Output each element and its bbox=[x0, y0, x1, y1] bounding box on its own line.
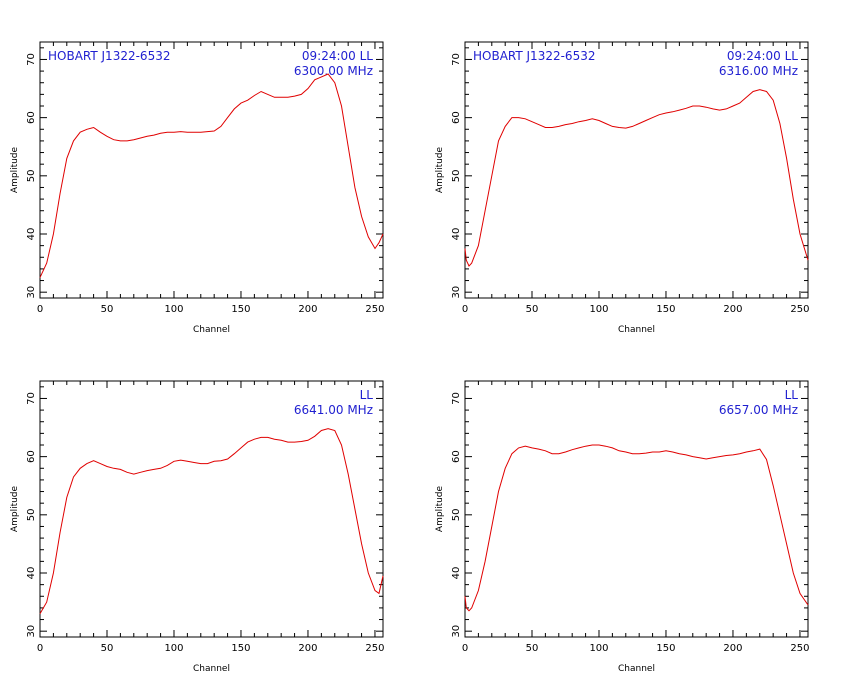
x-tick-label: 100 bbox=[589, 304, 608, 315]
plot-frame bbox=[464, 380, 809, 638]
y-tick-label: 30 bbox=[26, 286, 37, 299]
x-tick-label: 250 bbox=[365, 643, 384, 654]
y-tick-label: 70 bbox=[451, 392, 462, 405]
amplitude-series-line bbox=[39, 73, 384, 278]
plot-frame bbox=[39, 380, 384, 638]
y-axis-title: Amplitude bbox=[10, 485, 20, 532]
y-tick-label: 40 bbox=[451, 228, 462, 241]
y-tick-label: 50 bbox=[26, 508, 37, 521]
x-tick-label: 150 bbox=[231, 304, 250, 315]
y-axis-title: Amplitude bbox=[435, 146, 445, 193]
frequency-annotation: 6657.00 MHz bbox=[719, 403, 798, 417]
x-tick-label: 100 bbox=[164, 643, 183, 654]
x-tick-label: 0 bbox=[462, 643, 468, 654]
y-tick-label: 60 bbox=[451, 111, 462, 124]
chart-panel-1: 0 50 100 150 200 250 30 40 50 60 70 Channel Amplitud… bbox=[10, 41, 385, 335]
y-tick-label: 60 bbox=[451, 450, 462, 463]
x-tick-label: 0 bbox=[37, 643, 43, 654]
x-tick-label: 200 bbox=[723, 304, 742, 315]
x-tick-label: 100 bbox=[589, 643, 608, 654]
y-tick-label: 70 bbox=[26, 392, 37, 405]
time-polarization-annotation: 09:24:00 LL bbox=[727, 49, 798, 63]
y-tick-label: 30 bbox=[451, 286, 462, 299]
time-polarization-annotation: 09:24:00 LL bbox=[302, 49, 373, 63]
x-tick-label: 150 bbox=[656, 643, 675, 654]
source-annotation: HOBART J1322-6532 bbox=[473, 49, 595, 63]
y-tick-label: 40 bbox=[26, 228, 37, 241]
x-axis-title: Channel bbox=[618, 664, 655, 674]
amplitude-series-line bbox=[464, 89, 809, 267]
x-tick-label: 50 bbox=[101, 643, 114, 654]
y-tick-label: 50 bbox=[451, 169, 462, 182]
amplitude-series-line bbox=[464, 444, 809, 612]
x-tick-label: 150 bbox=[656, 304, 675, 315]
y-axis-title: Amplitude bbox=[435, 485, 445, 532]
frequency-annotation: 6300.00 MHz bbox=[294, 64, 373, 78]
x-tick-label: 50 bbox=[101, 304, 114, 315]
x-axis-title: Channel bbox=[618, 325, 655, 335]
chart-panel-2: 0 50 100 150 200 250 30 40 50 60 70 Channel Amplitud… bbox=[435, 41, 810, 335]
y-tick-label: 50 bbox=[451, 508, 462, 521]
plot-frame bbox=[39, 41, 384, 299]
x-tick-label: 200 bbox=[723, 643, 742, 654]
y-tick-label: 60 bbox=[26, 450, 37, 463]
x-tick-label: 0 bbox=[37, 304, 43, 315]
amplitude-series-line bbox=[39, 428, 384, 614]
frequency-annotation: 6641.00 MHz bbox=[294, 403, 373, 417]
x-tick-label: 50 bbox=[526, 304, 539, 315]
x-tick-label: 200 bbox=[298, 304, 317, 315]
y-tick-label: 70 bbox=[26, 53, 37, 66]
time-polarization-annotation: LL bbox=[360, 388, 374, 402]
y-tick-label: 30 bbox=[26, 625, 37, 638]
y-tick-label: 40 bbox=[451, 567, 462, 580]
chart-panel-3: 0 50 100 150 200 250 30 40 50 60 70 Channel Amplitud… bbox=[10, 380, 385, 674]
chart-panel-4: 0 50 100 150 200 250 30 40 50 60 70 Channel Amplitud… bbox=[435, 380, 810, 674]
y-tick-label: 40 bbox=[26, 567, 37, 580]
y-tick-label: 50 bbox=[26, 169, 37, 182]
y-tick-label: 60 bbox=[26, 111, 37, 124]
x-axis-title: Channel bbox=[193, 664, 230, 674]
frequency-annotation: 6316.00 MHz bbox=[719, 64, 798, 78]
y-tick-label: 70 bbox=[451, 53, 462, 66]
y-axis-title: Amplitude bbox=[10, 146, 20, 193]
source-annotation: HOBART J1322-6532 bbox=[48, 49, 170, 63]
y-tick-label: 30 bbox=[451, 625, 462, 638]
plot-frame bbox=[464, 41, 809, 299]
x-tick-label: 100 bbox=[164, 304, 183, 315]
x-tick-label: 0 bbox=[462, 304, 468, 315]
x-tick-label: 250 bbox=[790, 304, 809, 315]
time-polarization-annotation: LL bbox=[785, 388, 799, 402]
x-tick-label: 150 bbox=[231, 643, 250, 654]
x-tick-label: 200 bbox=[298, 643, 317, 654]
x-tick-label: 50 bbox=[526, 643, 539, 654]
x-tick-label: 250 bbox=[790, 643, 809, 654]
x-tick-label: 250 bbox=[365, 304, 384, 315]
x-axis-title: Channel bbox=[193, 325, 230, 335]
